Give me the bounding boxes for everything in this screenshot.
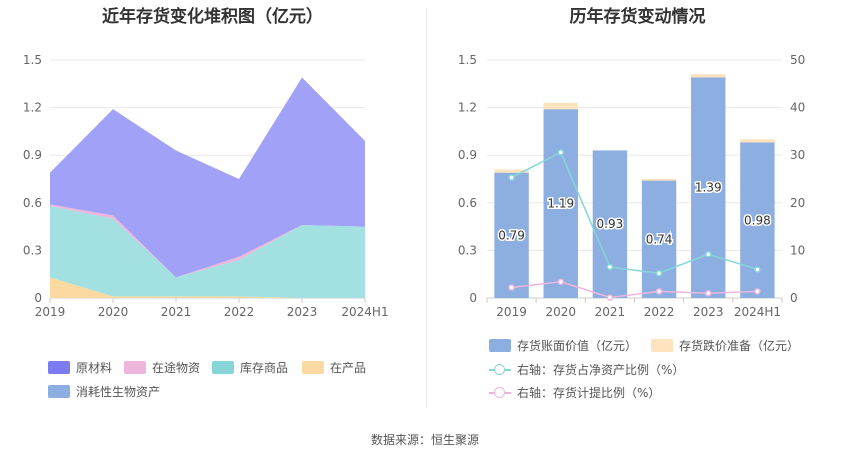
y-tick-label: 0.3: [23, 243, 42, 257]
bar-impairment: [641, 179, 677, 181]
legend-label: 库存商品: [240, 361, 289, 375]
x-tick-label: 2019: [35, 305, 66, 319]
x-tick-label: 2023: [287, 305, 318, 319]
legend-line-swatch: [489, 363, 511, 376]
y-tick-label: 0.6: [458, 196, 477, 210]
line-point: [557, 278, 564, 286]
bar-data-label: 1.19: [547, 197, 574, 211]
legend-item-work-in-progress[interactable]: 在产品: [302, 359, 366, 376]
legend-item-biological-assets[interactable]: 消耗性生物资产: [48, 383, 160, 400]
legend-label: 右轴：存货计提比例（%）: [517, 386, 661, 400]
y2-tick-label: 30: [790, 148, 805, 162]
legend-item-net-asset-ratio[interactable]: 右轴：存货占净资产比例（%）: [489, 361, 684, 378]
data-source: 数据来源：恒生聚源: [370, 433, 479, 447]
legend-swatch: [48, 361, 70, 374]
x-tick-label: 2022: [224, 305, 255, 319]
y2-tick-label: 50: [790, 53, 805, 67]
bar-book-value: [543, 109, 578, 298]
y-tick-label: 0.6: [23, 196, 42, 210]
y-tick-label: 1.2: [458, 101, 477, 115]
panel-divider: [426, 8, 427, 408]
legend-label: 在产品: [330, 361, 367, 375]
y2-tick-label: 10: [790, 243, 805, 257]
x-tick-label: 2020: [545, 305, 576, 319]
legend-swatch: [212, 361, 234, 374]
bar-data-label: 0.98: [744, 213, 771, 227]
bar-data-label: 0.74: [646, 232, 673, 246]
line-point: [557, 149, 564, 156]
area-series: [50, 77, 365, 278]
legend-label: 原材料: [76, 361, 113, 375]
x-tick-label: 2024H1: [341, 305, 388, 319]
legend-item-provision-ratio[interactable]: 右轴：存货计提比例（%）: [489, 384, 660, 401]
bar-book-value: [592, 150, 628, 298]
legend-swatch: [124, 361, 146, 374]
legend-swatch: [48, 385, 70, 398]
area-series: [50, 205, 365, 298]
line-point: [754, 266, 761, 273]
x-tick-label: 2022: [644, 305, 675, 319]
legend-label: 消耗性生物资产: [76, 385, 161, 399]
y2-tick-label: 20: [790, 196, 805, 210]
x-tick-label: 2024H1: [734, 305, 781, 319]
left-chart-title: 近年存货变化堆积图（亿元）: [102, 7, 323, 27]
legend-line-swatch: [489, 386, 511, 399]
stacked-area-chart: 0 0.3 0.6 0.9 1.2 1.5 2019 2020 2021 2022 2023 2024…: [23, 53, 389, 319]
line-point: [606, 263, 614, 271]
legend-label: 存货跌价准备（亿元）: [679, 339, 800, 353]
legend-swatch: [302, 361, 324, 374]
legend-item-goods-in-transit[interactable]: 在途物资: [124, 359, 200, 376]
line-point: [508, 284, 515, 291]
bar-impairment: [691, 74, 726, 78]
legend-item-book-value[interactable]: 存货账面价值（亿元）: [489, 337, 637, 354]
y-tick-label: 0.3: [458, 243, 477, 257]
y-tick-label: 1.5: [23, 53, 42, 67]
x-tick-label: 2019: [496, 305, 527, 319]
line-point: [655, 288, 663, 295]
legend-swatch: [651, 339, 673, 352]
bar-book-value: [691, 77, 726, 298]
area-series: [50, 204, 365, 278]
bar-impairment: [543, 102, 578, 110]
x-tick-label: 2020: [98, 305, 129, 319]
line-point: [705, 289, 712, 297]
x-tick-label: 2021: [595, 305, 626, 319]
bar-line-chart: 0 0.3 0.6 0.9 1.2 1.5 0 10 20 30 40 50 0.79 1.19 0.93 0…: [458, 53, 805, 319]
legend-swatch: [489, 339, 511, 352]
y-tick-label: 1.2: [23, 101, 42, 115]
y-tick-label: 0.9: [23, 148, 42, 162]
area-series: [50, 277, 365, 298]
y-tick-label: 0: [34, 291, 42, 305]
y-tick-label: 1.5: [458, 53, 477, 67]
line-point: [508, 174, 515, 181]
bar-impairment: [494, 169, 529, 173]
line-point: [754, 288, 761, 295]
right-chart-title: 历年存货变动情况: [569, 7, 706, 27]
bar-data-label: 0.79: [498, 228, 525, 242]
bar-book-value: [494, 172, 529, 298]
bar-data-label: 1.39: [695, 181, 722, 195]
line-provision-ratio: [511, 281, 758, 299]
legend-item-finished-goods[interactable]: 库存商品: [212, 359, 288, 376]
y2-tick-label: 40: [790, 101, 805, 115]
legend-label: 存货账面价值（亿元）: [517, 339, 638, 353]
bar-book-value: [641, 180, 677, 298]
y2-tick-label: 0: [790, 291, 798, 305]
line-point: [606, 294, 614, 301]
bar-data-label: 0.93: [597, 217, 624, 231]
x-tick-label: 2021: [161, 305, 192, 319]
y-tick-label: 0: [469, 291, 477, 305]
legend-label: 右轴：存货占净资产比例（%）: [517, 363, 685, 377]
legend-label: 在途物资: [152, 361, 201, 375]
line-net-asset-ratio: [511, 151, 758, 275]
x-tick-label: 2023: [693, 305, 724, 319]
legend-item-impairment[interactable]: 存货跌价准备（亿元）: [651, 337, 799, 354]
line-point: [705, 250, 712, 258]
legend-item-raw-material[interactable]: 原材料: [48, 359, 112, 376]
y-tick-label: 0.9: [458, 148, 477, 162]
line-point: [655, 269, 663, 277]
bar-impairment: [740, 139, 775, 143]
